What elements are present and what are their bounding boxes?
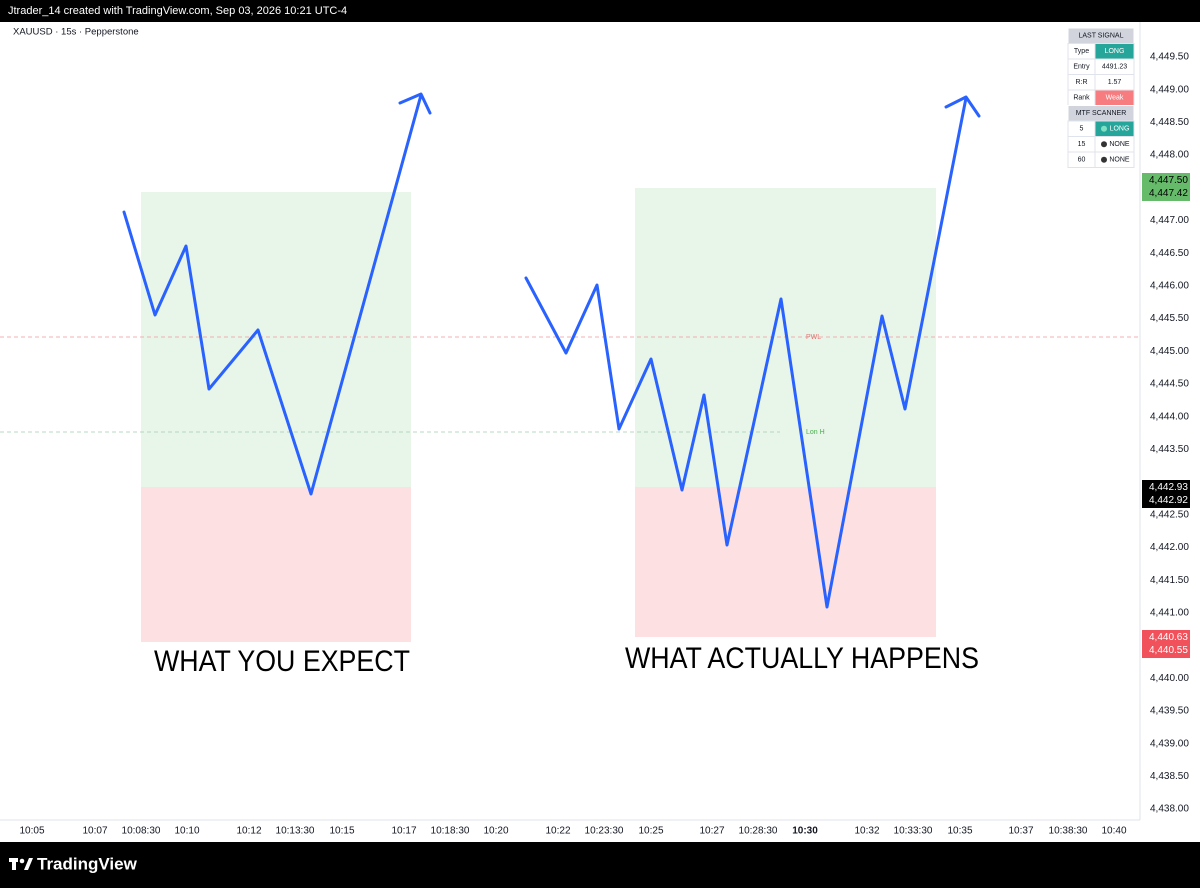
price-label: 4,440.00 bbox=[1150, 673, 1189, 684]
price-label: 4,441.50 bbox=[1150, 575, 1189, 586]
price-badge bbox=[1142, 630, 1190, 658]
time-label: 10:12 bbox=[236, 826, 261, 837]
panel-key: Rank bbox=[1073, 95, 1090, 102]
time-label: 10:40 bbox=[1101, 826, 1126, 837]
price-label: 4,438.00 bbox=[1150, 804, 1189, 815]
panel-key: R:R bbox=[1075, 79, 1087, 86]
status-dot bbox=[1101, 141, 1107, 148]
annotation: WHAT YOU EXPECT bbox=[154, 645, 410, 678]
time-label: 10:08:30 bbox=[122, 826, 161, 837]
profit-zone bbox=[141, 192, 411, 487]
level-label: PWL bbox=[806, 334, 821, 341]
price-label: 4,439.50 bbox=[1150, 706, 1189, 717]
price-label: 4,442.00 bbox=[1150, 542, 1189, 553]
price-label: 4,449.00 bbox=[1150, 84, 1189, 95]
panel-key: Entry bbox=[1073, 64, 1090, 71]
panel-value: NONE bbox=[1109, 157, 1130, 164]
price-label: 4,448.50 bbox=[1150, 117, 1189, 128]
panel-key: Type bbox=[1074, 48, 1089, 55]
price-label: 4,443.50 bbox=[1150, 444, 1189, 455]
panel-header-text: MTF SCANNER bbox=[1076, 110, 1127, 117]
panel-value: LONG bbox=[1105, 48, 1125, 55]
price-label: 4,448.00 bbox=[1150, 150, 1189, 161]
time-label: 10:20 bbox=[483, 826, 508, 837]
panel-value: NONE bbox=[1109, 141, 1130, 148]
status-dot bbox=[1101, 125, 1107, 132]
time-label: 10:28:30 bbox=[739, 826, 778, 837]
time-label: 10:23:30 bbox=[585, 826, 624, 837]
price-badge bbox=[1142, 480, 1190, 508]
logo bbox=[9, 858, 33, 870]
annotation: WHAT ACTUALLY HAPPENS bbox=[625, 642, 979, 675]
price-badge-label: 4,447.50 bbox=[1149, 175, 1188, 186]
time-label: 10:25 bbox=[638, 826, 663, 837]
drawn-path bbox=[122, 93, 423, 496]
status-dot bbox=[1101, 156, 1107, 163]
price-label: 4,438.50 bbox=[1150, 771, 1189, 782]
time-label: 10:15 bbox=[329, 826, 354, 837]
top-bar bbox=[0, 0, 1200, 22]
time-label: 10:35 bbox=[947, 826, 972, 837]
price-label: 4,446.00 bbox=[1150, 281, 1189, 292]
time-label: 10:18:30 bbox=[431, 826, 470, 837]
footer bbox=[0, 842, 1200, 888]
time-label: 10:13:30 bbox=[276, 826, 315, 837]
panel-key: 15 bbox=[1078, 141, 1086, 148]
price-label: 4,449.50 bbox=[1150, 52, 1189, 63]
price-label: 4,445.50 bbox=[1150, 313, 1189, 324]
price-badge-label: 4,442.92 bbox=[1149, 495, 1188, 506]
price-label: 4,439.00 bbox=[1150, 738, 1189, 749]
time-label: 10:17 bbox=[391, 826, 416, 837]
price-label: 4,442.50 bbox=[1150, 509, 1189, 520]
price-label: 4,446.50 bbox=[1150, 248, 1189, 259]
symbol: XAUUSD · 15s · Pepperstone bbox=[13, 27, 139, 38]
price-badge-label: 4,440.55 bbox=[1149, 645, 1188, 656]
time-label: 10:22 bbox=[545, 826, 570, 837]
time-label: 10:32 bbox=[854, 826, 879, 837]
arrow-head bbox=[944, 95, 981, 118]
panel-value: 1.57 bbox=[1108, 79, 1122, 86]
time-label: 10:05 bbox=[19, 826, 44, 837]
price-badge-label: 4,440.63 bbox=[1149, 632, 1188, 643]
time-label: 10:37 bbox=[1008, 826, 1033, 837]
loss-zone bbox=[635, 487, 936, 637]
panel-value: LONG bbox=[1110, 126, 1130, 133]
panel-value: 4491.23 bbox=[1102, 64, 1127, 71]
loss-zone bbox=[141, 487, 411, 642]
price-label: 4,444.50 bbox=[1150, 379, 1189, 390]
price-label: 4,441.00 bbox=[1150, 608, 1189, 619]
panel-cell bbox=[1094, 151, 1135, 168]
brand: TradingView bbox=[37, 854, 138, 873]
time-label: 10:07 bbox=[82, 826, 107, 837]
time-label: 10:30 bbox=[792, 826, 818, 837]
panel-key: 5 bbox=[1080, 126, 1084, 133]
price-label: 4,447.00 bbox=[1150, 215, 1189, 226]
time-label: 10:33:30 bbox=[894, 826, 933, 837]
price-badge-label: 4,447.42 bbox=[1149, 188, 1188, 199]
price-badge-label: 4,442.93 bbox=[1149, 482, 1188, 493]
time-label: 10:27 bbox=[699, 826, 724, 837]
time-label: 10:10 bbox=[174, 826, 199, 837]
time-label: 10:38:30 bbox=[1049, 826, 1088, 837]
panel-header-text: LAST SIGNAL bbox=[1078, 33, 1123, 40]
panel-key: 60 bbox=[1078, 157, 1086, 164]
signal-panel: LAST SIGNAL Type LONG Entry 4491.23 R:R 1.57 Ra… bbox=[1067, 27, 1135, 168]
price-label: 4,444.00 bbox=[1150, 411, 1189, 422]
arrow-head bbox=[398, 92, 432, 115]
level-label: Lon H bbox=[806, 429, 825, 436]
drawn-path bbox=[524, 96, 968, 609]
price-label: 4,445.00 bbox=[1150, 346, 1189, 357]
panel-value: Weak bbox=[1106, 95, 1124, 102]
price-badge bbox=[1142, 173, 1190, 201]
credit: Jtrader_14 created with TradingView.com,… bbox=[8, 5, 347, 17]
